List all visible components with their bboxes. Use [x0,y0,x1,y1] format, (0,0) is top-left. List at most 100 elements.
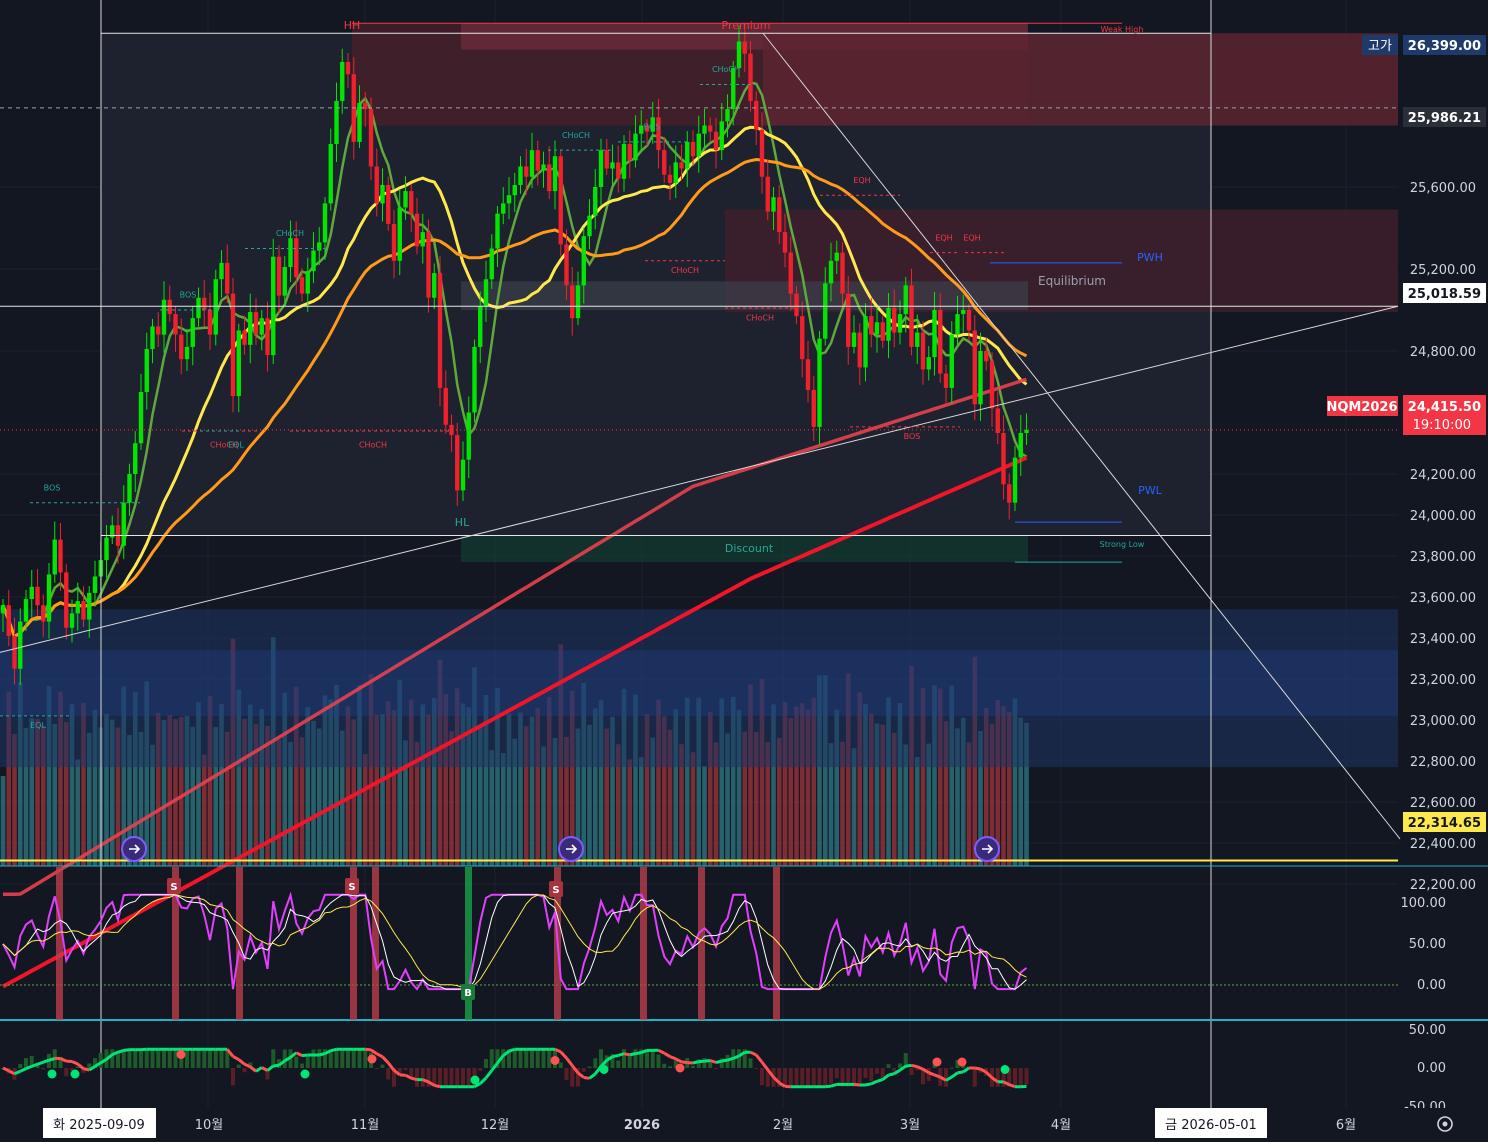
momentum-histogram-bar [530,1049,534,1068]
candle-body [564,244,569,286]
momentum-histogram-bar [788,1068,793,1087]
candle-body [449,424,454,436]
volume-bar [874,723,880,866]
candle-body [920,332,926,370]
candle-body [984,351,989,362]
last-price-tag: 24,415.50 [1408,400,1481,415]
crosshair-level-tag-bg [1403,283,1486,303]
momentum-histogram-bar [610,1054,615,1068]
momentum-histogram-bar [622,1049,626,1068]
momentum-histogram-bar [501,1049,506,1068]
volume-bar [966,742,972,866]
structure-label: CHoCH [210,440,238,449]
momentum-histogram-bar [190,1049,195,1068]
momentum-line-segment [922,1067,930,1074]
momentum-histogram-bar [415,1068,419,1087]
candle-body [6,605,11,636]
momentum-line-segment [266,1064,275,1072]
candle-body [294,238,299,278]
volume-bar [610,716,615,866]
momentum-histogram-bar [581,1068,586,1072]
volume-bar [851,748,857,866]
volume-bar [265,726,270,866]
candle-body [955,314,960,335]
momentum-line-segment [559,1050,568,1060]
candle-body [483,279,489,306]
momentum-histogram-bar [1018,1068,1023,1087]
momentum-histogram-bar [898,1063,902,1068]
replay-arrow-icon-glyph [129,844,141,854]
candle-body [110,525,115,538]
candle-body [667,174,673,183]
candle-body [903,285,908,315]
pwh-label: PWH [1137,251,1163,264]
momentum-histogram-bar [110,1049,115,1068]
demand-zone-inner [0,650,1398,716]
settings-gear-icon[interactable] [1437,1116,1453,1132]
osc-sell-band [372,867,379,1020]
volume-bar [408,699,414,866]
osc-sell-band [56,867,63,1020]
momentum-histogram-bar [1007,1068,1012,1087]
candle-body [311,250,316,272]
volume-bar [40,725,46,866]
momentum-line-segment [825,1084,832,1089]
momentum-line-segment [19,1067,27,1073]
structure-label: CHoCH [746,313,774,322]
yellow-level-tag-bg [1403,812,1486,832]
candle-body [403,191,408,208]
momentum-line-segment [577,1071,585,1079]
candle-body [150,326,155,349]
time-axis-label: 2월 [773,1118,793,1133]
momentum-line-segment [623,1052,631,1057]
candle-body [501,203,506,214]
momentum-line-segment [301,1053,308,1058]
candle-body [610,162,615,169]
momentum-histogram-bar [840,1068,845,1087]
momentum-histogram-bar [869,1068,874,1081]
volume-bar [81,702,86,866]
momentum-histogram-bar [374,1068,379,1069]
momentum-histogram-bar [386,1068,391,1080]
candle-body [437,273,443,388]
candle-body [518,166,523,185]
time-axis[interactable]: 10월 11월 12월 2026 2월 3월 4월 6월 화 2025-09-09 금 2026-… [0,1108,1488,1142]
volume-bar [1001,706,1006,866]
structure-label: BOS [904,432,921,441]
volume-bar [121,686,127,866]
momentum-histogram-bar [156,1049,161,1068]
volume-bar [460,703,466,866]
momentum-histogram-bar [93,1058,97,1068]
candle-body [340,61,345,101]
volume-bar [667,729,673,866]
volume-bar [426,714,431,866]
volume-bar [276,739,282,866]
volume-bar [362,754,368,866]
volume-bar [357,685,362,866]
momentum-line-segment [830,1082,838,1088]
candle-body [173,314,178,335]
volume-bar [541,746,546,866]
momentum-histogram-bar [167,1049,172,1068]
momentum-line-segment [640,1049,648,1055]
time-axis-label: 11월 [351,1118,380,1133]
hh-label: HH [344,19,361,32]
candle-body [915,332,920,347]
price-axis[interactable]: 25,600.00 25,200.00 24,800.00 24,200.00 24,0… [1326,35,1486,893]
momentum-histogram-bar [1013,1068,1017,1087]
volume-bar [598,700,604,866]
volume-bar [259,709,265,866]
candle-body [64,572,69,628]
momentum-histogram-bar [409,1068,414,1080]
replay-arrow-icon[interactable] [974,836,1000,862]
replay-arrow-icon[interactable] [558,836,584,862]
volume-bar [960,717,966,866]
momentum-histogram-bar [558,1062,563,1068]
replay-arrow-icon[interactable] [121,836,147,862]
momentum-histogram-bar [311,1049,316,1068]
momentum-line-segment [876,1078,884,1083]
replay-arrow-icon-glyph [566,844,578,854]
momentum-histogram-bar [12,1068,17,1080]
osc-sell-band [640,867,647,1020]
